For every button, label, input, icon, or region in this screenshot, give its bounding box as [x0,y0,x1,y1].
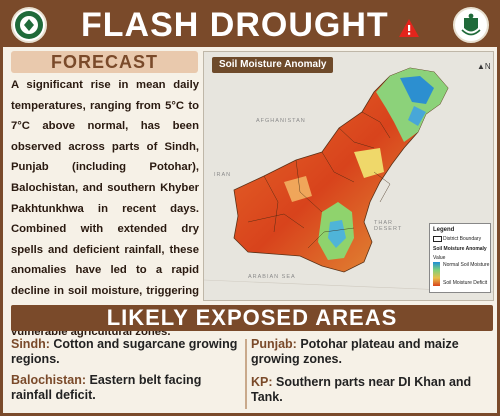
map-legend: Legend District Boundary Soil Moisture A… [429,223,491,293]
crest-icon [461,13,481,36]
map-label-sea: ARABIAN SEA [248,274,296,280]
exposed-item-punjab: Punjab: Potohar plateau and maize growin… [251,337,491,367]
forecast-label-bar: FORECAST [11,51,198,73]
warning-icon [399,19,419,37]
exposed-item-sindh: Sindh: Cotton and sugarcane growing regi… [11,337,241,367]
legend-value: Value [433,255,446,261]
legend-title: Legend [433,227,455,233]
region-text: Eastern belt facing rainfall deficit. [11,373,202,402]
region-name: Sindh: [11,337,50,351]
north-arrow-icon: ▲N [477,62,491,71]
page-title: FLASH DROUGHT [81,6,389,44]
region-text: Southern parts near DI Khan and Tank. [251,375,472,404]
map-label-thar: THAR DESERT [374,220,403,232]
map-label-afghanistan: AFGHANISTAN [256,118,306,124]
legend-anomaly: Soil Moisture Anomaly [433,246,487,252]
forecast-label: FORECAST [51,52,158,72]
forecast-text: A significant rise in mean daily tempera… [11,79,199,339]
column-divider [245,339,247,409]
map-label-iran: IRAN [214,172,232,178]
pakistan-emblem-logo [453,7,489,43]
legend-low: Soil Moisture Deficit [443,280,488,286]
region-name: Balochistan: [11,373,87,387]
exposed-areas-label: LIKELY EXPOSED AREAS [106,305,398,330]
district-swatch [433,236,442,242]
region-text: Potohar plateau and maize growing zones. [251,337,459,366]
header-bar: FLASH DROUGHT [3,3,497,47]
legend-high: Normal Soil Moisture [443,262,490,268]
legend-gradient [433,262,440,286]
emblem-icon [15,11,43,39]
map-title: Soil Moisture Anomaly [212,57,334,73]
exposed-item-balochistan: Balochistan: Eastern belt facing rainfal… [11,373,241,403]
exposed-areas-bar: LIKELY EXPOSED AREAS [11,305,493,331]
region-text: Cotton and sugarcane growing regions. [11,337,238,366]
map-graphic [204,67,493,293]
region-name: Punjab: [251,337,297,351]
exposed-item-kp: KP: Southern parts near DI Khan and Tank… [251,375,491,405]
region-name: KP: [251,375,273,389]
legend-district: District Boundary [443,236,482,242]
soil-moisture-map: Soil Moisture Anomaly AFGHANISTAN IRAN T… [203,51,494,301]
government-emblem-logo [11,7,47,43]
